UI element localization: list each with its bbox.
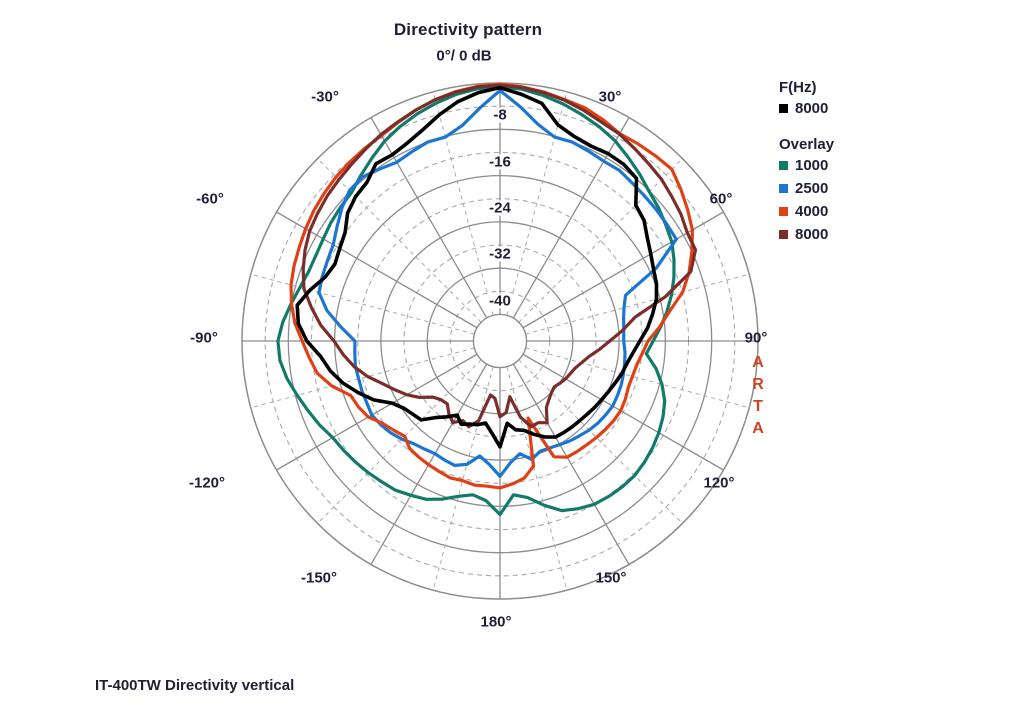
db-label--40: -40 [487, 292, 513, 309]
watermark-letter: A [752, 420, 764, 437]
legend-swatch-icon [779, 207, 788, 216]
legend-swatch-icon [779, 230, 788, 239]
legend-primary-header: F(Hz) [779, 79, 817, 96]
legend-swatch-icon [779, 104, 788, 113]
chart-caption: IT-400TW Directivity vertical [95, 677, 295, 694]
angle-label-90: 90° [744, 329, 768, 347]
legend-item-label: 8000 [795, 100, 829, 117]
legend-primary-items: 8000 [779, 97, 909, 120]
db-label--32: -32 [487, 245, 513, 263]
legend-item-8000: 8000 [779, 97, 909, 120]
legend-swatch-icon [779, 184, 788, 193]
series-FHz-8000 [295, 85, 659, 449]
series-Overlay-8000 [301, 83, 698, 429]
angle-label-120: 120° [703, 474, 735, 492]
angle-label--60: -60° [196, 190, 224, 208]
angle-label--150: -150° [300, 569, 338, 587]
angle-label--30: -30° [311, 88, 339, 106]
angle-label-0: 0°/ 0 dB [436, 47, 492, 65]
legend-item-label: 8000 [795, 226, 829, 243]
angle-label-30: 30° [598, 88, 622, 106]
series-Overlay-2500 [317, 88, 678, 478]
legend-overlay-items: 1000 2500 4000 8000 [779, 154, 909, 246]
legend-item-2500: 2500 [779, 177, 909, 200]
angle-label-180: 180° [480, 613, 512, 631]
watermark-letter: A [752, 354, 764, 371]
watermark-letter: T [753, 398, 763, 415]
angle-label-150: 150° [595, 569, 627, 587]
legend-swatch-icon [779, 161, 788, 170]
angle-label--120: -120° [188, 474, 226, 492]
legend-item-label: 4000 [795, 203, 829, 220]
angle-label-60: 60° [709, 190, 733, 208]
db-label--16: -16 [487, 153, 513, 171]
chart-title: Directivity pattern [393, 20, 543, 39]
legend-overlay-header: Overlay [779, 136, 835, 153]
legend-item-8000: 8000 [779, 223, 909, 246]
legend: F(Hz) 8000 Overlay 1000 2500 4000 8000 [779, 79, 909, 246]
angle-label--90: -90° [190, 329, 218, 347]
db-label--8: -8 [491, 106, 509, 124]
legend-item-label: 2500 [795, 180, 829, 197]
legend-item-4000: 4000 [779, 200, 909, 223]
legend-item-1000: 1000 [779, 154, 909, 177]
db-label--24: -24 [487, 199, 513, 217]
legend-item-label: 1000 [795, 157, 829, 174]
watermark-letter: R [752, 376, 764, 393]
